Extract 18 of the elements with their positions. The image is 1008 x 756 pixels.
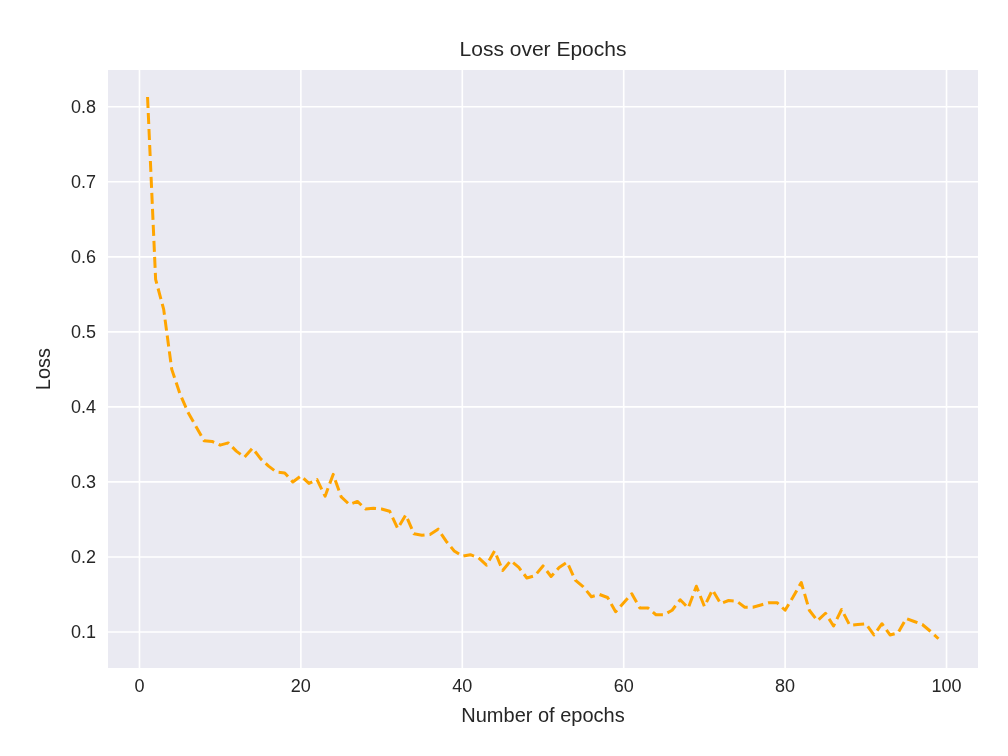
x-tick-label: 20 <box>290 676 311 696</box>
x-tick-label: 80 <box>775 676 796 696</box>
y-tick-label: 0.3 <box>70 471 96 492</box>
y-tick-label: 0.1 <box>70 621 96 642</box>
y-tick-label: 0.7 <box>70 171 96 192</box>
y-tick-label: 0.4 <box>70 396 96 417</box>
x-tick-label: 0 <box>134 676 145 696</box>
x-tick-label: 100 <box>931 676 962 696</box>
x-tick-label: 40 <box>452 676 473 696</box>
y-tick-label: 0.8 <box>70 96 96 117</box>
x-axis-title: Number of epochs <box>461 704 625 726</box>
y-tick-label: 0.6 <box>70 246 96 267</box>
y-axis-title: Loss <box>32 347 54 391</box>
y-tick-label: 0.2 <box>70 546 96 567</box>
y-tick-label: 0.5 <box>70 321 96 342</box>
x-tick-label: 60 <box>613 676 634 696</box>
line-series <box>146 95 940 641</box>
chart-title: Loss over Epochs <box>459 37 627 60</box>
